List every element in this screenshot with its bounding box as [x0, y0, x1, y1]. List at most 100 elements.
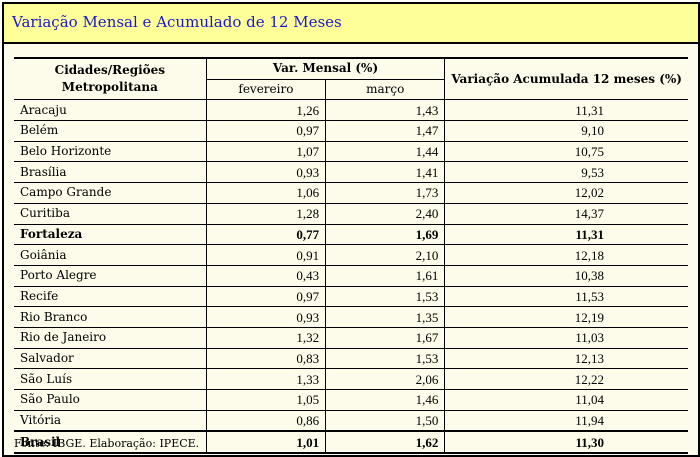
table-container: Cidades/Regiões Metropolitana Var. Mensa… [14, 56, 688, 455]
total-acumulada-cell: 11,30 [444, 430, 688, 455]
table-row: São Luís 1,33 2,06 12,22 [14, 368, 688, 390]
header-cidades: Cidades/Regiões Metropolitana [14, 57, 207, 101]
header-var-mensal: Var. Mensal (%) [206, 56, 446, 80]
city-cell: Porto Alegre [14, 265, 207, 287]
acumulada-cell: 12,19 [444, 306, 688, 328]
table-row: Curitiba 1,28 2,40 14,37 [14, 203, 688, 225]
marco-cell: 2,40 [325, 203, 446, 225]
table-row: Belo Horizonte 1,07 1,44 10,75 [14, 141, 688, 163]
header-marco: março [325, 79, 446, 101]
fevereiro-cell: 1,07 [206, 141, 327, 163]
city-cell: São Paulo [14, 389, 207, 411]
table-row: Brasília 0,93 1,41 9,53 [14, 161, 688, 184]
acumulada-cell: 12,22 [444, 368, 688, 390]
city-cell: Campo Grande [14, 182, 207, 204]
fevereiro-cell: 0,43 [206, 265, 327, 287]
marco-cell: 1,69 [325, 224, 446, 246]
fevereiro-cell: 0,91 [206, 244, 327, 266]
acumulada-cell: 11,31 [444, 224, 688, 246]
header-fevereiro: fevereiro [206, 79, 327, 101]
table-row: Recife 0,97 1,53 11,53 [14, 286, 688, 308]
marco-cell: 2,06 [325, 368, 446, 390]
city-cell: Belém [14, 120, 207, 142]
city-cell: Goiânia [14, 244, 207, 266]
header-cidades-line1: Cidades/Regiões [54, 63, 166, 78]
header-cidades-line2: Metropolitana [61, 80, 158, 95]
marco-cell: 1,46 [325, 389, 446, 411]
table-row: Aracaju 1,26 1,43 11,31 [14, 99, 688, 122]
acumulada-cell: 12,18 [444, 244, 688, 266]
data-table: Cidades/Regiões Metropolitana Var. Mensa… [14, 56, 688, 455]
fevereiro-cell: 1,06 [206, 182, 327, 204]
city-cell: Brasília [14, 161, 207, 184]
marco-cell: 1,53 [325, 348, 446, 370]
fevereiro-cell: 0,83 [206, 348, 327, 370]
acumulada-cell: 11,53 [444, 286, 688, 308]
city-cell: São Luís [14, 368, 207, 390]
source-footnote: Fonte: IBGE. Elaboração: IPECE. [14, 437, 200, 450]
marco-cell: 2,10 [325, 244, 446, 266]
marco-cell: 1,53 [325, 286, 446, 308]
subheader-row: fevereiro março [14, 79, 688, 101]
city-cell: Rio Branco [14, 306, 207, 328]
fevereiro-cell: 1,32 [206, 327, 327, 349]
marco-cell: 1,41 [325, 161, 446, 184]
table-row: São Paulo 1,05 1,46 11,04 [14, 389, 688, 411]
fevereiro-cell: 1,28 [206, 203, 327, 225]
table-row: Salvador 0,83 1,53 12,13 [14, 348, 688, 370]
table-row: Belém 0,97 1,47 9,10 [14, 120, 688, 142]
acumulada-cell: 10,38 [444, 265, 688, 287]
total-city-cell: Brasil [14, 430, 207, 455]
fevereiro-cell: 0,77 [206, 224, 327, 246]
acumulada-cell: 14,37 [444, 203, 688, 225]
fevereiro-cell: 0,97 [206, 286, 327, 308]
table-row: Rio de Janeiro 1,32 1,67 11,03 [14, 327, 688, 349]
marco-cell: 1,44 [325, 141, 446, 163]
fevereiro-cell: 0,86 [206, 410, 327, 432]
table-row: Porto Alegre 0,43 1,61 10,38 [14, 265, 688, 287]
total-row: Brasil 1,01 1,62 11,30 [14, 430, 688, 455]
city-cell: Belo Horizonte [14, 141, 207, 163]
marco-cell: 1,43 [325, 99, 446, 122]
table-row: Fortaleza 0,77 1,69 11,31 [14, 224, 688, 246]
header-acumulada: Variação Acumulada 12 meses (%) [444, 57, 688, 101]
marco-cell: 1,73 [325, 182, 446, 204]
fevereiro-cell: 1,05 [206, 389, 327, 411]
table-body: Aracaju 1,26 1,43 11,31 Belém 0,97 1,47 9,10 Bel… [14, 99, 688, 455]
table-title: Variação Mensal e Acumulado de 12 Meses [12, 13, 342, 31]
acumulada-cell: 9,10 [444, 120, 688, 142]
city-cell: Aracaju [14, 99, 207, 122]
acumulada-cell: 11,94 [444, 410, 688, 432]
acumulada-cell: 11,31 [444, 99, 688, 122]
table-row: Goiânia 0,91 2,10 12,18 [14, 244, 688, 266]
table-row: Vitória 0,86 1,50 11,94 [14, 410, 688, 432]
acumulada-cell: 9,53 [444, 161, 688, 184]
marco-cell: 1,47 [325, 120, 446, 142]
city-cell: Recife [14, 286, 207, 308]
table-row: Rio Branco 0,93 1,35 12,19 [14, 306, 688, 328]
title-bar: Variação Mensal e Acumulado de 12 Meses [4, 4, 698, 44]
city-cell: Curitiba [14, 203, 207, 225]
city-cell: Vitória [14, 410, 207, 432]
city-cell: Fortaleza [14, 224, 207, 246]
header-row: Cidades/Regiões Metropolitana Var. Mensa… [14, 56, 688, 101]
fevereiro-cell: 1,33 [206, 368, 327, 390]
fevereiro-cell: 0,93 [206, 161, 327, 184]
marco-cell: 1,35 [325, 306, 446, 328]
table-row: Campo Grande 1,06 1,73 12,02 [14, 182, 688, 204]
city-cell: Rio de Janeiro [14, 327, 207, 349]
marco-cell: 1,50 [325, 410, 446, 432]
acumulada-cell: 11,04 [444, 389, 688, 411]
marco-cell: 1,61 [325, 265, 446, 287]
total-fevereiro-cell: 1,01 [206, 430, 327, 455]
city-cell: Salvador [14, 348, 207, 370]
marco-cell: 1,67 [325, 327, 446, 349]
fevereiro-cell: 0,93 [206, 306, 327, 328]
fevereiro-cell: 0,97 [206, 120, 327, 142]
fevereiro-cell: 1,26 [206, 99, 327, 122]
acumulada-cell: 12,02 [444, 182, 688, 204]
acumulada-cell: 11,03 [444, 327, 688, 349]
acumulada-cell: 10,75 [444, 141, 688, 163]
total-marco-cell: 1,62 [325, 430, 446, 455]
